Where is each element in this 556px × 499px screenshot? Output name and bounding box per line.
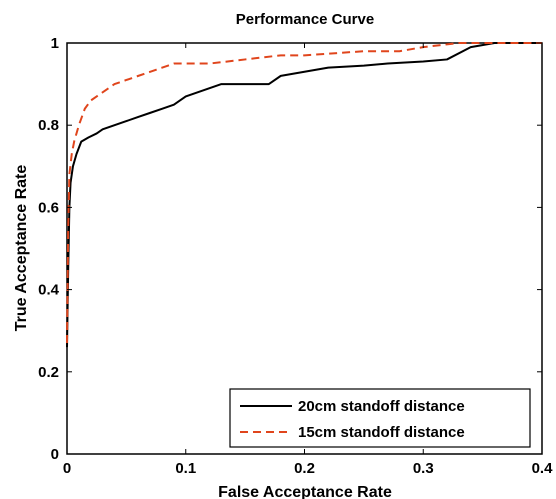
plot-frame xyxy=(66,42,543,455)
x-tick-label: 0.3 xyxy=(413,460,434,477)
y-tick-label: 0.6 xyxy=(38,199,59,216)
y-tick-label: 0.2 xyxy=(38,364,59,381)
y-tick-label: 0.8 xyxy=(38,117,59,134)
x-tick-label: 0 xyxy=(63,460,71,477)
x-tick-label: 0.1 xyxy=(175,460,196,477)
legend-label-15cm: 15cm standoff distance xyxy=(298,424,465,441)
legend-box xyxy=(229,388,531,448)
series-line-15cm xyxy=(66,42,542,344)
y-tick-label: 0.4 xyxy=(38,282,60,299)
x-axis-label: False Acceptance Rate xyxy=(218,484,392,499)
y-tick-label: 0 xyxy=(51,446,59,463)
y-axis-label: True Acceptance Rate xyxy=(13,165,30,332)
legend: 20cm standoff distance 15cm standoff dis… xyxy=(229,388,531,448)
series-layer xyxy=(66,42,542,348)
x-tick-label: 0.2 xyxy=(294,460,315,477)
tick-layer: 0 0.1 0.2 0.3 0.4 0 0.2 0.4 0.6 0.8 1 xyxy=(38,35,553,477)
plot-area: 0 0.1 0.2 0.3 0.4 0 0.2 0.4 0.6 0.8 1 xyxy=(38,35,553,477)
y-tick-label: 1 xyxy=(51,35,59,52)
series-line-20cm xyxy=(66,42,542,348)
chart-title: Performance Curve xyxy=(236,11,374,28)
legend-label-20cm: 20cm standoff distance xyxy=(298,398,465,415)
x-tick-label: 0.4 xyxy=(532,460,554,477)
